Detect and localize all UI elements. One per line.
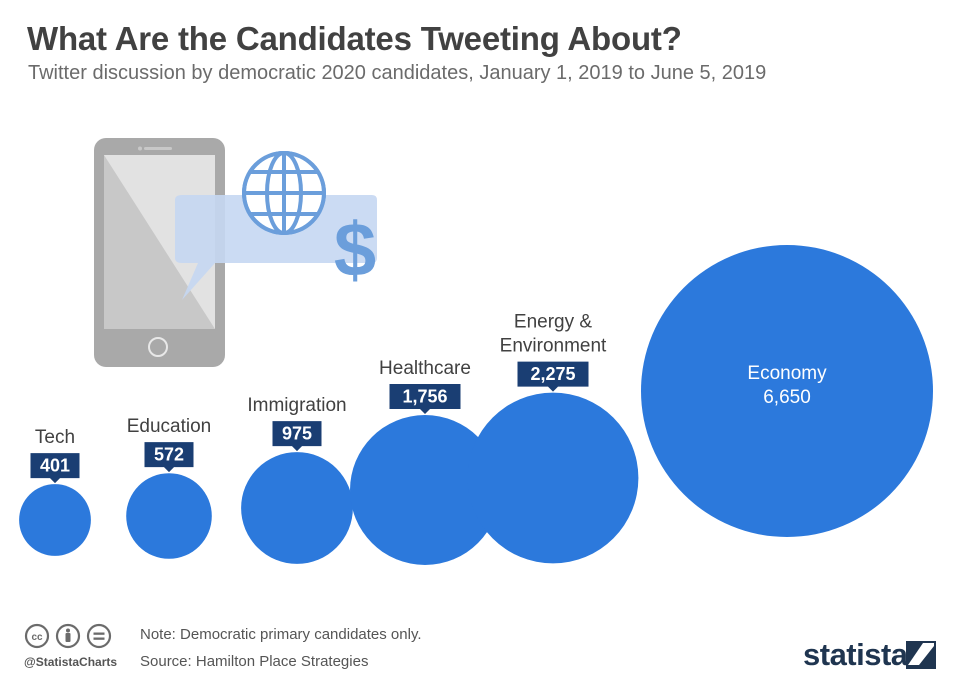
value-label: 572 <box>154 445 184 465</box>
category-label: Education <box>127 416 212 437</box>
bubble-immigration <box>241 452 353 564</box>
bubble-education <box>126 473 212 559</box>
value-label: 2,275 <box>530 364 575 384</box>
category-label: Energy & <box>514 312 592 333</box>
value-label: 1,756 <box>402 386 447 406</box>
dollar-icon: $ <box>334 208 376 293</box>
nd-icon <box>88 625 110 647</box>
category-label: Tech <box>35 427 75 448</box>
value-label: 6,650 <box>763 387 811 408</box>
brand-name: statista <box>803 637 908 673</box>
cc-icon: cc <box>26 625 48 647</box>
twitter-handle: @StatistaCharts <box>24 655 117 669</box>
category-label: Healthcare <box>379 358 471 379</box>
source-note: Source: Hamilton Place Strategies <box>140 653 368 670</box>
footnote: Note: Democratic primary candidates only… <box>140 626 422 643</box>
category-label: Economy <box>747 363 827 384</box>
bubble-environment <box>468 393 639 564</box>
globe-icon <box>244 153 324 233</box>
by-icon <box>57 625 79 647</box>
category-label: Immigration <box>247 395 346 416</box>
license-icons: cc <box>24 622 124 650</box>
svg-text:cc: cc <box>31 632 43 643</box>
value-label: 975 <box>282 424 312 444</box>
value-label: 401 <box>40 456 70 476</box>
bubble-tech <box>19 484 91 556</box>
statista-logo-icon <box>906 641 936 669</box>
category-label: Environment <box>500 336 607 357</box>
